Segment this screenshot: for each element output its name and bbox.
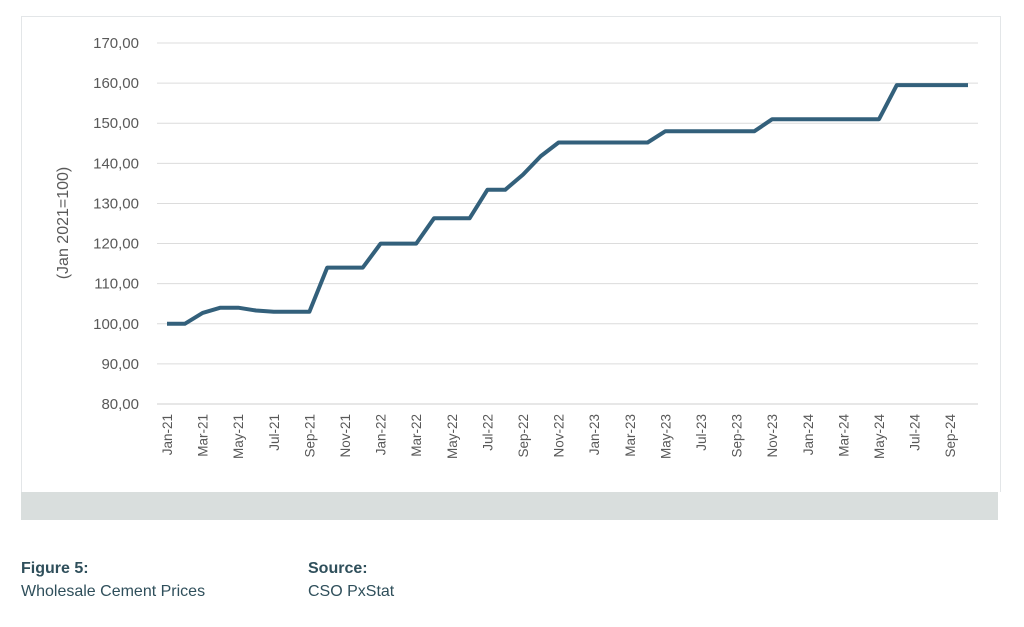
figure-caption: Figure 5: Wholesale Cement Prices [21, 558, 205, 604]
y-tick-label: 80,00 [101, 396, 139, 413]
x-tick-label: Mar-24 [836, 414, 851, 457]
line-chart: 170,00 160,00 150,00 140,00 130,00 120,00 110,… [55, 35, 978, 460]
figure-title: Wholesale Cement Prices [21, 583, 206, 600]
figure-label: Figure 5: [21, 560, 89, 577]
x-tick-label: Mar-23 [623, 414, 638, 457]
y-tick-label: 110,00 [94, 276, 139, 293]
x-tick-label: May-22 [445, 414, 460, 459]
series-line [167, 83, 968, 326]
gridlines [157, 42, 978, 405]
x-tick-label: Mar-21 [196, 414, 211, 457]
chart-frame [21, 16, 1001, 492]
y-tick-label: 150,00 [93, 115, 139, 132]
source-caption: Source: CSO PxStat [308, 558, 394, 604]
x-tick-label: May-24 [872, 414, 887, 460]
x-tick-label: Sep-22 [516, 414, 531, 458]
y-axis-ticks: 170,00 160,00 150,00 140,00 130,00 120,00 110,… [93, 35, 139, 413]
x-tick-label: Jan-21 [160, 414, 175, 455]
x-tick-label: Jan-24 [801, 414, 816, 456]
x-tick-label: Nov-22 [552, 414, 567, 458]
footer-band [21, 492, 998, 520]
source-text: CSO PxStat [308, 583, 395, 600]
x-tick-label: Sep-24 [943, 414, 958, 458]
x-tick-label: Sep-21 [302, 414, 317, 458]
x-tick-label: Jul-23 [694, 414, 709, 451]
y-tick-label: 90,00 [101, 356, 139, 373]
x-tick-label: Nov-23 [765, 414, 780, 458]
y-tick-label: 160,00 [93, 75, 139, 92]
x-tick-label: Jul-24 [908, 414, 923, 451]
y-tick-label: 130,00 [93, 195, 139, 212]
x-tick-label: Mar-22 [409, 414, 424, 457]
y-axis-label: (Jan 2021=100) [55, 167, 72, 280]
x-tick-label: May-21 [231, 414, 246, 459]
x-tick-label: May-23 [658, 414, 673, 459]
series-group [167, 83, 968, 326]
x-axis-ticks: Jan-21 Mar-21 May-21 Jul-21 Sep-21 Nov-21 Jan-… [160, 414, 958, 460]
x-tick-label: Sep-23 [730, 414, 745, 458]
x-tick-label: Jul-22 [480, 414, 495, 451]
y-tick-label: 140,00 [93, 155, 139, 172]
x-tick-label: Nov-21 [338, 414, 353, 458]
y-tick-label: 170,00 [93, 35, 139, 52]
y-tick-label: 100,00 [93, 316, 139, 333]
y-tick-label: 120,00 [93, 236, 139, 253]
x-tick-label: Jan-22 [374, 414, 389, 455]
x-tick-label: Jul-21 [267, 414, 282, 451]
source-label: Source: [308, 560, 368, 577]
x-tick-label: Jan-23 [587, 414, 602, 455]
